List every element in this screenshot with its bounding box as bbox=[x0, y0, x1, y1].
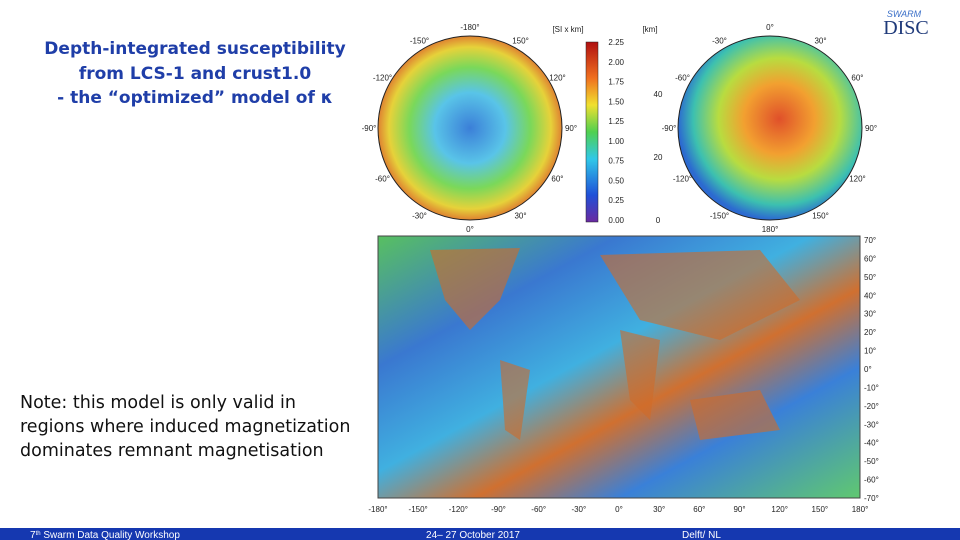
north-polar-map bbox=[377, 35, 563, 221]
south-polar-label: -120° bbox=[673, 175, 692, 184]
lon-label: 60° bbox=[693, 505, 705, 514]
lat-label: 50° bbox=[864, 273, 876, 282]
south-polar-label: 30° bbox=[814, 37, 826, 46]
south-polar-label: 150° bbox=[812, 211, 829, 220]
south-polar-label: 180° bbox=[762, 225, 779, 234]
colorbar-tick-label: 1.50 bbox=[608, 97, 624, 106]
lon-label: -180° bbox=[368, 505, 387, 514]
lat-label: -20° bbox=[864, 402, 879, 411]
lon-label: 180° bbox=[852, 505, 869, 514]
lat-label: -30° bbox=[864, 420, 879, 429]
colorbar-unit: [SI x km] bbox=[552, 25, 583, 34]
north-polar-label: 120° bbox=[549, 74, 566, 83]
north-polar-label: 90° bbox=[565, 124, 577, 133]
lon-label: 30° bbox=[653, 505, 665, 514]
lat-label: 20° bbox=[864, 328, 876, 337]
logo-bottom: DISC bbox=[883, 17, 929, 39]
north-polar-label: -30° bbox=[412, 211, 427, 220]
lat-label: 0° bbox=[864, 365, 872, 374]
south-polar-label: -150° bbox=[710, 211, 729, 220]
south-polar-label: 90° bbox=[865, 124, 877, 133]
note-line: dominates remnant magnetisation bbox=[20, 441, 324, 461]
figure bbox=[377, 35, 863, 499]
colorbar-tick-label: 2.00 bbox=[608, 58, 624, 67]
colorbar-unit: [km] bbox=[642, 25, 657, 34]
lat-label: 40° bbox=[864, 291, 876, 300]
north-polar-label: -90° bbox=[362, 124, 377, 133]
colorbar-tick-label: 0 bbox=[656, 216, 661, 225]
north-polar-label: -180° bbox=[460, 23, 479, 32]
lat-label: 30° bbox=[864, 310, 876, 319]
title-line: from LCS-1 and crust1.0 bbox=[79, 64, 312, 84]
lon-label: 120° bbox=[771, 505, 788, 514]
north-polar-label: -120° bbox=[373, 74, 392, 83]
north-polar-label: 60° bbox=[551, 175, 563, 184]
lon-label: -30° bbox=[571, 505, 586, 514]
colorbar-tick-label: 0.75 bbox=[608, 157, 624, 166]
colorbar-tick-label: 0.50 bbox=[608, 176, 624, 185]
colorbar-tick-label: 40 bbox=[654, 90, 663, 99]
colorbar-tick-label: 0.00 bbox=[608, 216, 624, 225]
footer-event: 7th Swarm Data Quality Workshop bbox=[30, 530, 180, 540]
lat-label: -50° bbox=[864, 457, 879, 466]
colorbar bbox=[585, 41, 599, 223]
colorbar-tick-label: 2.25 bbox=[608, 38, 624, 47]
lon-label: -120° bbox=[449, 505, 468, 514]
footer-event-name: Swarm Data Quality Workshop bbox=[41, 530, 181, 540]
colorbar-tick-label: 20 bbox=[654, 153, 663, 162]
title-line: Depth-integrated susceptibility bbox=[44, 39, 345, 59]
lat-label: -60° bbox=[864, 476, 879, 485]
footer-event-suffix: th bbox=[36, 531, 41, 537]
south-polar-label: -90° bbox=[662, 124, 677, 133]
south-polar-label: -30° bbox=[712, 37, 727, 46]
south-polar-label: 0° bbox=[766, 23, 774, 32]
note-line: Note: this model is only valid in bbox=[20, 393, 296, 413]
landmass bbox=[430, 248, 800, 440]
footer-event-number: 7 bbox=[30, 530, 36, 540]
lon-label: -150° bbox=[409, 505, 428, 514]
lon-label: 0° bbox=[615, 505, 623, 514]
footer-place: Delft/ NL bbox=[682, 530, 721, 540]
lat-label: 60° bbox=[864, 254, 876, 263]
lat-label: -40° bbox=[864, 439, 879, 448]
lat-label: 70° bbox=[864, 236, 876, 245]
footer-dates: 24– 27 October 2017 bbox=[426, 530, 520, 540]
north-polar-label: 150° bbox=[512, 37, 529, 46]
note-line: regions where induced magnetization bbox=[20, 417, 350, 437]
lat-label: 10° bbox=[864, 347, 876, 356]
colorbar-tick-label: 1.00 bbox=[608, 137, 624, 146]
lon-label: -60° bbox=[531, 505, 546, 514]
lat-label: -10° bbox=[864, 383, 879, 392]
footer-bar bbox=[0, 528, 960, 540]
lon-label: -90° bbox=[491, 505, 506, 514]
title-line: - the “optimized” model of κ bbox=[57, 88, 333, 108]
colorbar-tick-label: 1.25 bbox=[608, 117, 624, 126]
south-polar-label: 60° bbox=[851, 74, 863, 83]
north-polar-label: -150° bbox=[410, 37, 429, 46]
lon-label: 150° bbox=[812, 505, 829, 514]
north-polar-label: 0° bbox=[466, 225, 474, 234]
colorbar-tick-label: 1.75 bbox=[608, 78, 624, 87]
north-polar-label: 30° bbox=[514, 211, 526, 220]
lat-label: -70° bbox=[864, 494, 879, 503]
colorbar-tick-label: 0.25 bbox=[608, 196, 624, 205]
south-polar-label: 120° bbox=[849, 175, 866, 184]
lon-label: 90° bbox=[733, 505, 745, 514]
south-polar-label: -60° bbox=[675, 74, 690, 83]
north-polar-label: -60° bbox=[375, 175, 390, 184]
logo-top: SWARM bbox=[887, 9, 922, 19]
south-polar-map bbox=[677, 35, 863, 221]
